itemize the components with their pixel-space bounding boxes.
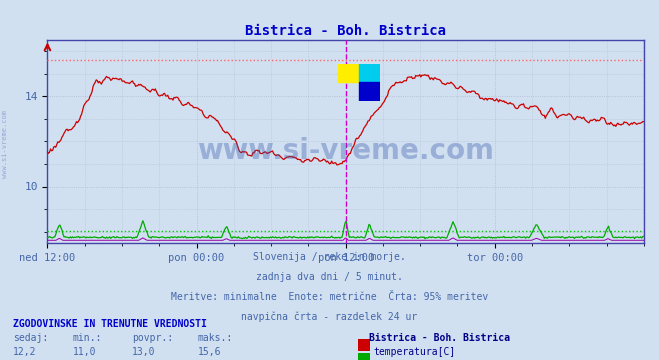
Text: maks.:: maks.:: [198, 333, 233, 343]
Text: sedaj:: sedaj:: [13, 333, 48, 343]
Title: Bistrica - Boh. Bistrica: Bistrica - Boh. Bistrica: [245, 24, 446, 39]
Bar: [359, 64, 380, 82]
Text: povpr.:: povpr.:: [132, 333, 173, 343]
Text: 13,0: 13,0: [132, 347, 156, 357]
Text: zadnja dva dni / 5 minut.: zadnja dva dni / 5 minut.: [256, 272, 403, 282]
Text: Bistrica - Boh. Bistrica: Bistrica - Boh. Bistrica: [369, 333, 510, 343]
Text: min.:: min.:: [72, 333, 102, 343]
Text: 12,2: 12,2: [13, 347, 37, 357]
Text: 11,0: 11,0: [72, 347, 96, 357]
Text: ZGODOVINSKE IN TRENUTNE VREDNOSTI: ZGODOVINSKE IN TRENUTNE VREDNOSTI: [13, 319, 207, 329]
Text: www.si-vreme.com: www.si-vreme.com: [197, 138, 494, 166]
Text: www.si-vreme.com: www.si-vreme.com: [2, 110, 9, 178]
Text: Slovenija / reke in morje.: Slovenija / reke in morje.: [253, 252, 406, 262]
Bar: [339, 64, 359, 82]
Bar: [359, 82, 380, 100]
Text: temperatura[C]: temperatura[C]: [374, 347, 456, 357]
Text: Meritve: minimalne  Enote: metrične  Črta: 95% meritev: Meritve: minimalne Enote: metrične Črta:…: [171, 292, 488, 302]
Text: navpična črta - razdelek 24 ur: navpična črta - razdelek 24 ur: [241, 311, 418, 322]
Text: 15,6: 15,6: [198, 347, 221, 357]
